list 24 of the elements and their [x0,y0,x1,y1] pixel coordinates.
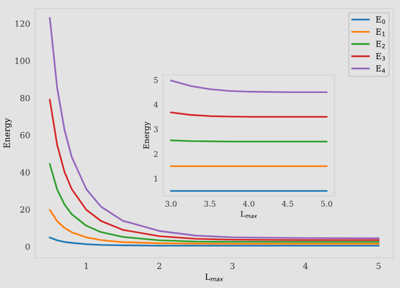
y-tick-label: 40 [20,169,30,176]
y-axis-title: Energy [4,118,12,148]
x-tick-label: 4 [303,262,308,269]
y-tick-label: 20 [20,206,30,213]
line-series [48,236,380,247]
line-series [170,80,328,93]
legend-label: E$_{1}$ [376,28,385,36]
legend-label: E$_{0}$ [376,16,386,24]
x-axis-title: L$_{max}$ [205,274,224,282]
line-series [48,163,380,243]
y-tick-label: 120 [15,20,30,27]
line-series [48,98,380,241]
y-tick-label: 60 [20,132,30,138]
line-series [48,209,380,245]
legend-label: E$_{3}$ [376,53,385,61]
legend-label: E$_{4}$ [376,65,386,73]
y-tick-label: 80 [20,94,30,102]
x-tick-label: 3 [230,262,234,270]
x-tick-label: 1 [84,262,88,269]
y-tick-label: 100 [15,58,30,64]
x-tick-label: 5 [376,262,381,270]
y-tick-label: 0 [26,244,30,250]
legend-label: E$_{2}$ [376,40,385,48]
line-series [48,17,380,240]
